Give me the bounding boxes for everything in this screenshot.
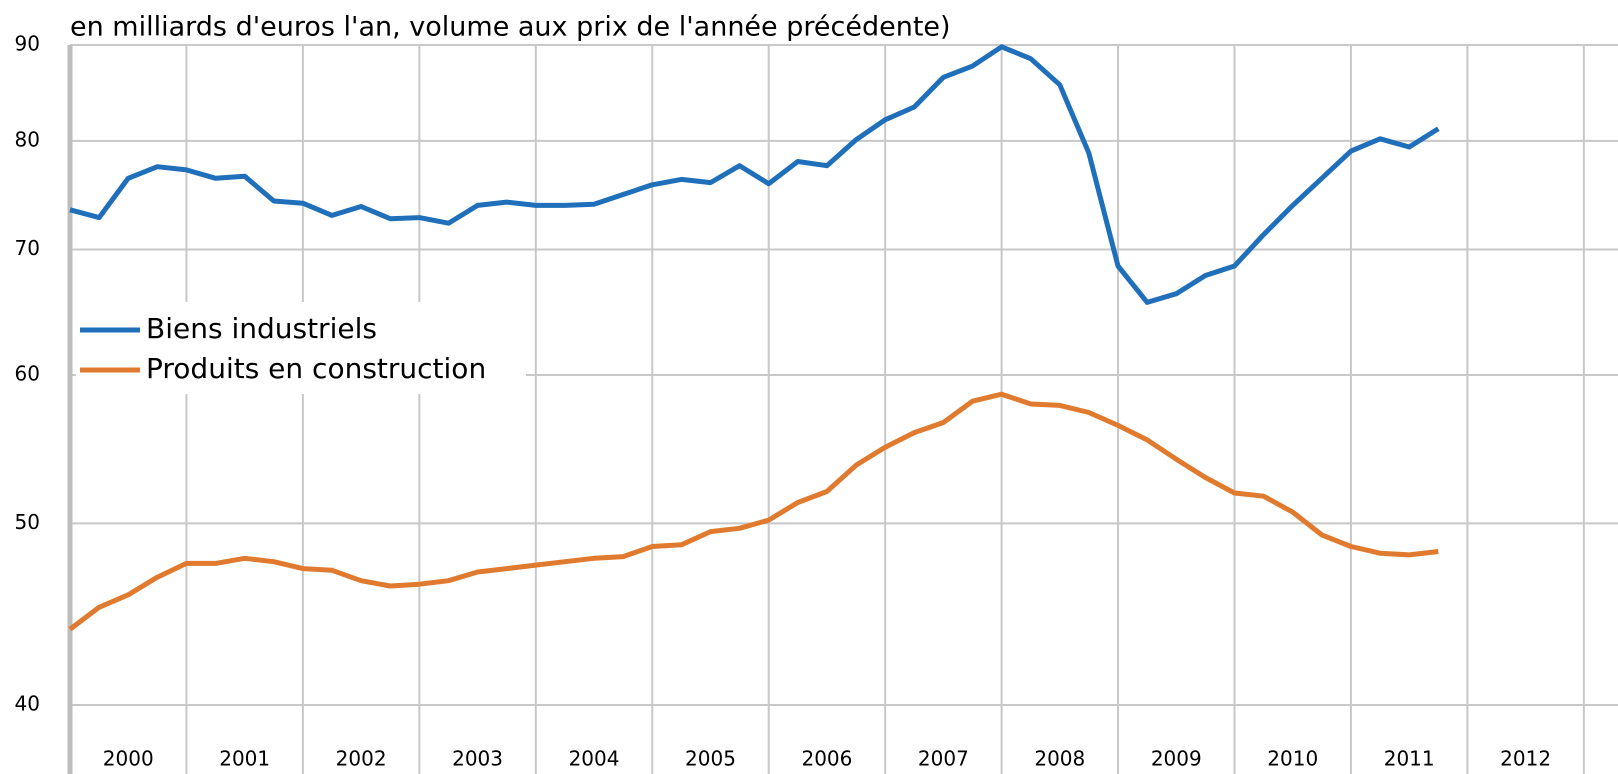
chart-title: en milliards d'euros l'an, volume aux pr… bbox=[70, 12, 951, 43]
line-series bbox=[68, 391, 1439, 632]
y-tick-label: 50 bbox=[15, 510, 40, 534]
y-tick-label: 90 bbox=[15, 32, 40, 56]
legend-box bbox=[76, 302, 526, 394]
y-tick-label: 70 bbox=[15, 236, 40, 260]
x-tick-label: 2011 bbox=[1384, 747, 1435, 771]
x-tick-label: 2007 bbox=[918, 747, 969, 771]
x-tick-label: 2002 bbox=[336, 747, 387, 771]
line-series bbox=[69, 44, 1440, 305]
x-tick-label: 2004 bbox=[569, 747, 620, 771]
x-tick-label: 2000 bbox=[103, 747, 154, 771]
x-tick-label: 2008 bbox=[1034, 747, 1085, 771]
x-tick-label: 2010 bbox=[1267, 747, 1318, 771]
x-tick-label: 2012 bbox=[1500, 747, 1551, 771]
legend-label: Produits en construction bbox=[146, 352, 486, 385]
legend-label: Biens industriels bbox=[146, 312, 377, 345]
y-tick-label: 40 bbox=[15, 692, 40, 716]
y-tick-label: 60 bbox=[15, 362, 40, 386]
x-tick-label: 2009 bbox=[1151, 747, 1202, 771]
x-tick-label: 2003 bbox=[452, 747, 503, 771]
x-tick-label: 2001 bbox=[219, 747, 270, 771]
x-tick-label: 2006 bbox=[801, 747, 852, 771]
x-tick-label: 2005 bbox=[685, 747, 736, 771]
y-tick-label: 80 bbox=[15, 127, 40, 151]
